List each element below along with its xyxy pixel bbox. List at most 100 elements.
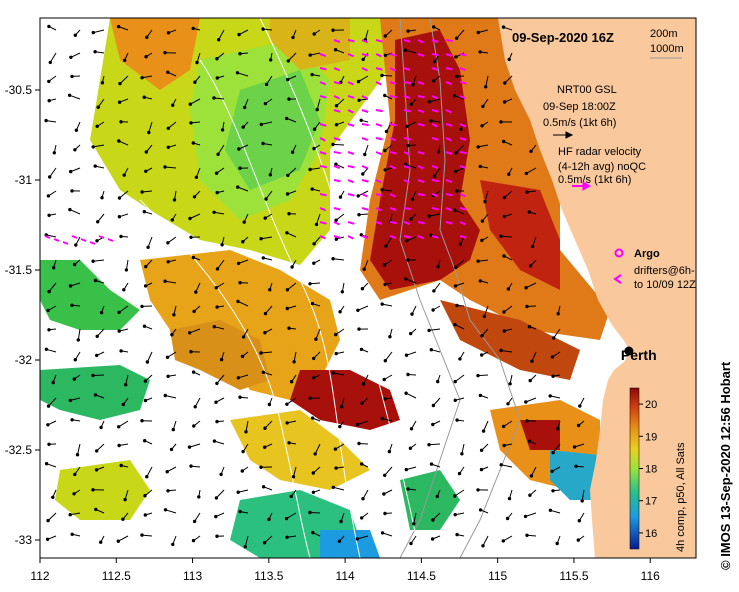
current-arrow [525, 282, 537, 289]
current-arrow-head [70, 418, 74, 422]
current-arrow-head [578, 404, 582, 408]
current-arrow-head [476, 488, 480, 492]
current-arrow-head [315, 107, 319, 112]
current-arrow [333, 258, 345, 261]
current-arrow-head [499, 120, 503, 124]
current-arrow-head [47, 289, 51, 294]
current-arrow [244, 535, 249, 547]
current-arrow-head [214, 286, 219, 290]
current-arrow-head [99, 425, 103, 430]
current-arrow [455, 259, 465, 268]
current-arrow-head [525, 190, 529, 194]
drifter-track [44, 235, 51, 239]
current-arrow-head [478, 50, 482, 54]
current-arrow [286, 512, 297, 520]
current-arrow-head [409, 541, 413, 546]
current-arrow-head [577, 519, 581, 523]
colorbar-tick-label: 17 [645, 496, 657, 508]
isobath-white-lines [139, 18, 421, 558]
current-arrow [118, 420, 129, 428]
australia-land [498, 18, 696, 558]
hf-radar-arrow [431, 95, 439, 100]
current-arrow-head [268, 173, 272, 177]
current-arrow-head [506, 287, 511, 291]
isobath-lines [399, 18, 521, 558]
current-arrow-head [91, 145, 95, 149]
current-arrow-head [334, 104, 339, 108]
current-arrow [316, 213, 321, 225]
current-arrow-head [140, 304, 144, 309]
current-arrow-head [51, 495, 55, 499]
hf-radar-arrow [403, 39, 411, 43]
current-arrow-head [455, 532, 459, 537]
current-arrow-head [140, 190, 144, 194]
nrt-legend-line2: 09-Sep 18:00Z [543, 101, 616, 113]
current-arrow-head [95, 239, 99, 243]
current-arrow [483, 305, 489, 317]
hf-radar-arrow [333, 109, 341, 113]
current-arrow-head [312, 32, 316, 36]
current-arrow-head [406, 258, 410, 262]
hf-radar-arrow [319, 81, 327, 86]
hf-radar-arrow [445, 39, 453, 43]
current-arrow-head [286, 59, 290, 63]
current-arrow-head [263, 216, 267, 220]
current-arrow-head [525, 533, 529, 537]
hf-radar-arrow [403, 221, 411, 226]
current-arrow-head [410, 312, 414, 316]
current-arrow-head [383, 148, 387, 153]
current-arrow-head [501, 424, 506, 429]
current-arrow-head [192, 424, 196, 428]
current-arrow [189, 443, 201, 448]
current-arrow-head [429, 348, 433, 352]
current-arrow-head [212, 325, 217, 329]
hf-radar-arrow [445, 221, 453, 225]
current-arrow-head [99, 540, 103, 544]
current-arrow-head [166, 260, 170, 264]
current-arrow-head [480, 219, 485, 223]
current-arrow-head [117, 100, 122, 104]
current-arrow-head [143, 513, 148, 517]
current-arrow-head [406, 29, 410, 33]
current-arrow-head [44, 462, 49, 466]
current-arrow-head [481, 104, 485, 109]
current-arrow-head [382, 492, 386, 496]
current-arrow-head [311, 376, 316, 380]
hf-radar-arrow [361, 39, 369, 44]
current-arrow-head [411, 82, 415, 87]
current-arrow-head [123, 497, 127, 502]
hf-radar-arrow [361, 53, 369, 57]
hf-radar-arrow [347, 53, 355, 58]
current-arrow-head [480, 334, 484, 338]
current-arrow-head [140, 76, 144, 80]
current-arrow-head [311, 490, 316, 494]
current-arrow-head [331, 485, 335, 489]
hf-radar-arrow [375, 179, 382, 184]
hf-radar-arrow [445, 151, 453, 155]
drifter-marker-icon [613, 274, 622, 284]
current-arrow-head [189, 235, 193, 240]
current-arrow [357, 535, 369, 540]
drifter-track [62, 241, 69, 245]
current-arrow-head [195, 60, 199, 65]
hf-radar-arrow [431, 123, 438, 128]
current-arrow-head [431, 79, 436, 83]
current-arrow-head [72, 262, 77, 267]
current-arrow-head [580, 499, 584, 503]
current-arrow-head [574, 464, 578, 468]
current-arrow-head [290, 150, 295, 154]
current-arrow-head [47, 442, 51, 446]
current-arrow-head [359, 118, 363, 123]
current-arrow [413, 512, 417, 524]
hf-radar-arrow [361, 137, 369, 142]
credit-text: © IMOS 13-Sep-2020 12:56 Hobart [718, 361, 733, 570]
current-arrow-head [44, 347, 49, 351]
current-arrow-head [334, 237, 338, 241]
current-arrow-head [74, 243, 78, 247]
current-arrow-head [47, 79, 51, 84]
current-arrow-head [454, 151, 458, 155]
current-arrow-head [118, 81, 122, 86]
current-arrow [93, 259, 105, 262]
current-arrow-head [576, 423, 581, 428]
current-arrow-head [117, 196, 122, 200]
